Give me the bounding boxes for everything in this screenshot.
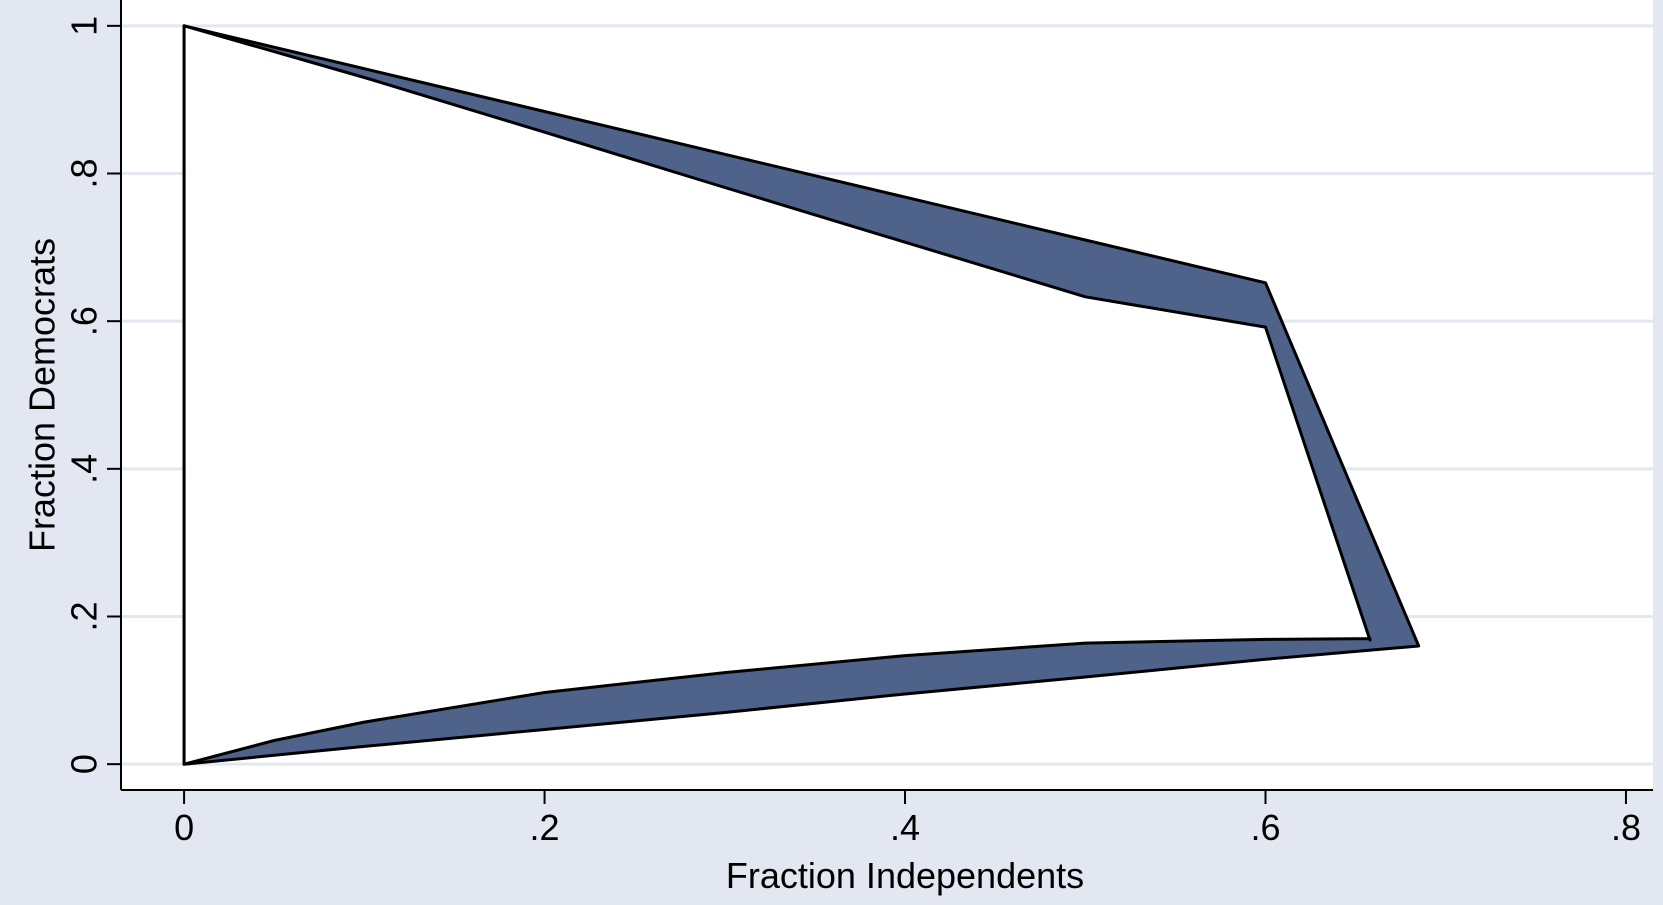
region-layer <box>182 24 1421 766</box>
y-tick-label-5: 1 <box>64 16 105 36</box>
y-tick-label-2: .4 <box>64 454 105 484</box>
x-tick-label-0: 0 <box>174 807 194 848</box>
y-tick-label-0: 0 <box>64 754 105 774</box>
x-tick-label-3: .6 <box>1250 807 1280 848</box>
y-tick-label-3: .6 <box>64 306 105 336</box>
region-inner <box>182 24 1372 766</box>
axes: 0 .2 .4 .6 .8 0 .2 .4 .6 .8 1 <box>64 0 1653 848</box>
y-axis-title: Fraction Democrats <box>22 238 63 552</box>
y-tick-label-1: .2 <box>64 601 105 631</box>
x-tick-label-4: .8 <box>1611 807 1641 848</box>
x-tick-label-1: .2 <box>530 807 560 848</box>
x-tick-label-2: .4 <box>890 807 920 848</box>
x-axis-title: Fraction Independents <box>726 855 1084 896</box>
y-tick-label-4: .8 <box>64 158 105 188</box>
